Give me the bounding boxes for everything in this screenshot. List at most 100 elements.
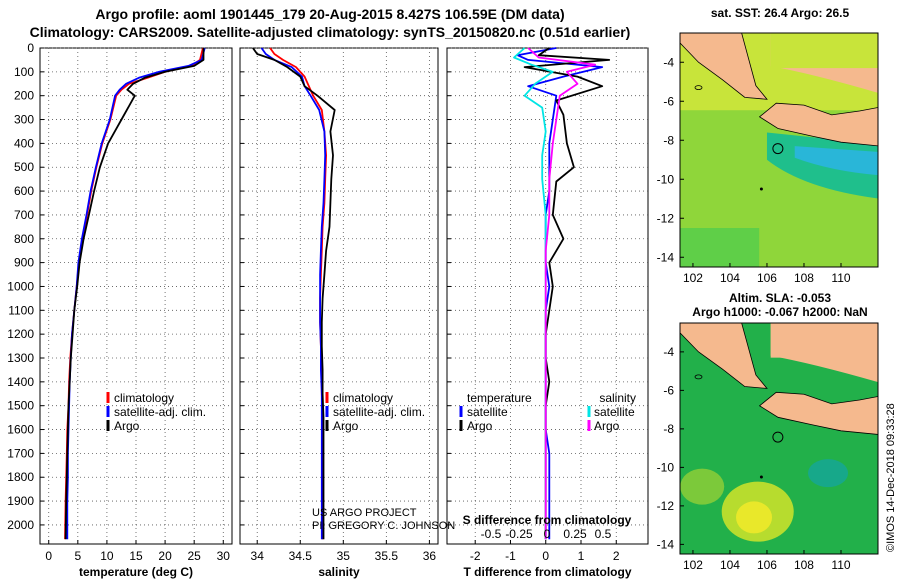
top-x-tick-label: 0.25 (563, 527, 587, 541)
map-x-tick-label: 104 (720, 558, 740, 572)
map-dot (759, 475, 763, 479)
x-tick-label: 20 (158, 549, 172, 563)
x-axis-label: salinity (318, 565, 360, 579)
x-tick-label: 35.5 (375, 549, 399, 563)
y-tick-label: 100 (14, 65, 34, 79)
legend-label: satellite-adj. clim. (333, 405, 425, 419)
top-x-tick-label: 0.5 (595, 527, 612, 541)
island-outline (694, 374, 703, 380)
map-x-tick-label: 106 (757, 271, 777, 285)
sla-map (679, 322, 879, 555)
y-tick-label: 1700 (7, 446, 34, 460)
map-y-tick-label: -8 (663, 133, 674, 147)
sla-map-title-2: Argo h1000: -0.067 h2000: NaN (692, 305, 868, 319)
series-line-argo (64, 48, 205, 540)
ocean-sw-region (680, 228, 760, 267)
top-x-tick-label: 0 (544, 527, 551, 541)
map-y-tick-label: -10 (657, 172, 675, 186)
legend-label: climatology (333, 391, 393, 405)
x-axis-label: T difference from climatology (463, 565, 631, 579)
map-x-tick-label: 110 (831, 558, 850, 572)
map-x-tick-label: 108 (794, 558, 814, 572)
y-tick-label: 600 (14, 184, 34, 198)
top-x-axis-label: S difference from climatology (463, 513, 632, 527)
ocean-coldest-region (794, 146, 878, 176)
land-java (758, 391, 878, 435)
profile-panel-1 (39, 47, 233, 545)
sla-low-anomaly (808, 459, 849, 488)
land-mask-north (770, 323, 878, 358)
x-tick-label: 34 (251, 549, 265, 563)
map-y-tick-label: -12 (657, 499, 675, 513)
legend-label: climatology (114, 391, 174, 405)
legend-label: satellite (467, 405, 508, 419)
y-tick-label: 300 (14, 113, 34, 127)
x-tick-label: -1 (505, 549, 516, 563)
map-y-tick-label: -4 (663, 55, 674, 69)
profile-panel-3 (446, 47, 649, 545)
x-tick-label: 34.5 (289, 549, 313, 563)
map-x-tick-label: 104 (720, 271, 740, 285)
x-tick-label: 2 (613, 549, 620, 563)
map-y-tick-label: -8 (663, 422, 674, 436)
map-frame (679, 32, 879, 268)
map-x-tick-label: 108 (794, 271, 814, 285)
y-tick-label: 1400 (7, 375, 34, 389)
x-tick-label: 5 (74, 549, 81, 563)
legend-title-salinity: salinity (599, 391, 636, 405)
island-outline (694, 85, 703, 90)
sla-map-title-1: Altim. SLA: -0.053 (728, 291, 832, 305)
land-sumatra (680, 323, 768, 389)
x-axis-label: temperature (deg C) (79, 565, 193, 579)
map-x-tick-label: 102 (683, 558, 703, 572)
x-tick-label: -2 (470, 549, 481, 563)
y-tick-label: 1100 (8, 303, 34, 317)
y-tick-label: 500 (14, 160, 34, 174)
map-x-tick-label: 106 (757, 558, 777, 572)
chart-title-line2: Climatology: CARS2009. Satellite-adjuste… (29, 24, 631, 40)
y-tick-label: 900 (14, 256, 34, 270)
pi-label: PI: GREGORY C. JOHNSON (312, 520, 455, 532)
y-tick-label: 800 (14, 232, 34, 246)
x-tick-label: 0 (45, 549, 52, 563)
map-x-tick-label: 110 (831, 271, 850, 285)
map-dot (759, 187, 763, 191)
legend-label: Argo (467, 419, 493, 433)
map-y-tick-label: -10 (657, 460, 675, 474)
series-line-salinity-argo (527, 47, 596, 540)
x-tick-label: 35 (337, 549, 351, 563)
land-java (758, 102, 878, 147)
x-tick-label: 1 (578, 549, 585, 563)
sst-map-title: sat. SST: 26.4 Argo: 26.5 (710, 6, 850, 20)
map-x-tick-label: 102 (683, 271, 703, 285)
y-tick-label: 1000 (7, 279, 34, 293)
legend-label: satellite (594, 405, 635, 419)
sst-map (679, 32, 879, 268)
legend-title-temperature: temperature (467, 391, 532, 405)
x-tick-label: 10 (100, 549, 114, 563)
y-tick-label: 2000 (7, 518, 34, 532)
y-tick-label: 1200 (7, 327, 34, 341)
y-tick-label: 1300 (7, 351, 34, 365)
y-tick-label: 700 (14, 208, 34, 222)
map-y-tick-label: -14 (657, 537, 675, 551)
project-label: US ARGO PROJECT (312, 507, 417, 519)
legend-label: Argo (114, 419, 140, 433)
x-tick-label: 36 (423, 549, 437, 563)
float-position-marker (772, 143, 784, 155)
top-x-tick-label: -0.25 (505, 527, 533, 541)
map-y-tick-label: -6 (663, 383, 674, 397)
land-sumatra (680, 33, 768, 100)
y-tick-label: 1600 (7, 423, 34, 437)
float-position-marker (772, 431, 784, 443)
y-tick-label: 1900 (7, 494, 34, 508)
y-tick-label: 1500 (7, 399, 34, 413)
y-tick-label: 1800 (7, 470, 34, 484)
map-y-tick-label: -6 (663, 94, 674, 108)
java-sea (770, 33, 878, 69)
x-tick-label: 25 (188, 549, 202, 563)
chart-title-line1: Argo profile: aoml 1901445_179 20-Aug-20… (95, 6, 565, 22)
legend-label: Argo (333, 419, 359, 433)
map-y-tick-label: -4 (663, 345, 674, 359)
